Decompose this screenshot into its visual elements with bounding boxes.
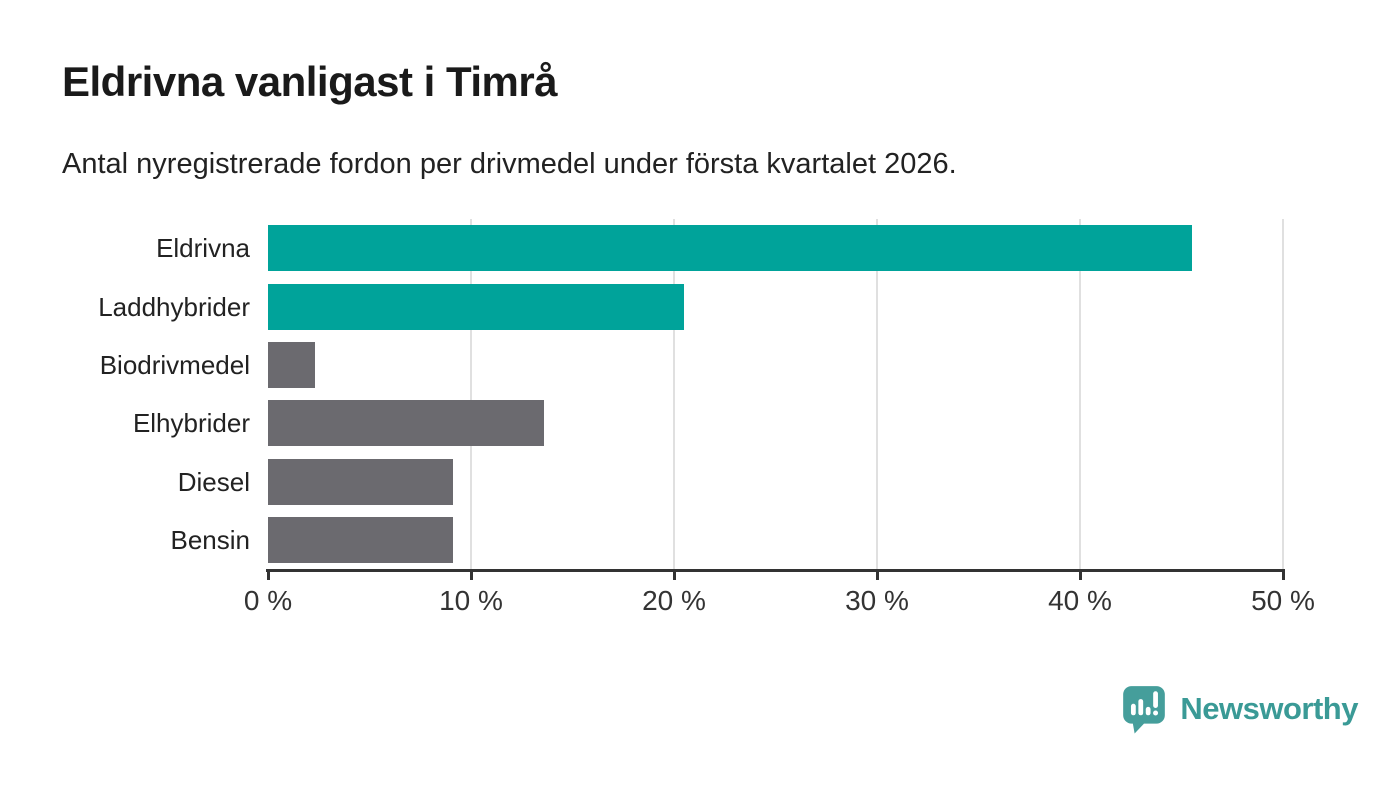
x-axis-tick <box>469 569 473 580</box>
x-axis-line <box>266 569 1285 572</box>
category-label: Laddhybrider <box>98 291 250 322</box>
x-tick-label: 50 % <box>1251 585 1315 616</box>
x-axis-tick <box>1078 569 1082 580</box>
gridline <box>1079 219 1081 569</box>
bar-bensin <box>268 516 453 563</box>
bar-diesel <box>268 458 453 505</box>
chart-title: Eldrivna vanligast i Timrå <box>62 58 558 105</box>
gridline <box>876 219 878 569</box>
category-label: Eldrivna <box>156 233 250 264</box>
x-axis-tick <box>672 569 676 580</box>
x-axis-tick <box>1281 569 1285 580</box>
x-tick-label: 20 % <box>642 585 706 616</box>
gridline <box>673 219 675 569</box>
category-label: Diesel <box>177 466 250 497</box>
bar-eldrivna <box>268 225 1192 272</box>
x-tick-label: 0 % <box>243 585 293 616</box>
category-label: Bensin <box>170 524 251 555</box>
category-label: Biodrivmedel <box>99 349 250 380</box>
gridline <box>470 219 472 569</box>
x-axis-tick <box>266 569 270 580</box>
bar-laddhybrider <box>268 283 685 330</box>
newsworthy-wordmark: Newsworthy <box>1180 691 1358 726</box>
x-tick-label: 40 % <box>1048 585 1112 616</box>
bar-biodrivmedel <box>268 341 315 388</box>
chart-subtitle: Antal nyregistrerade fordon per drivmede… <box>62 148 957 180</box>
category-label: Elhybrider <box>132 408 250 439</box>
x-axis-tick <box>875 569 879 580</box>
x-tick-label: 10 % <box>439 585 503 616</box>
gridline <box>1282 219 1284 569</box>
newsworthy-logo: Newsworthy <box>1121 684 1358 734</box>
bar-elhybrider <box>268 400 545 447</box>
newsworthy-logo-icon <box>1123 686 1166 734</box>
x-tick-label: 30 % <box>845 585 909 616</box>
